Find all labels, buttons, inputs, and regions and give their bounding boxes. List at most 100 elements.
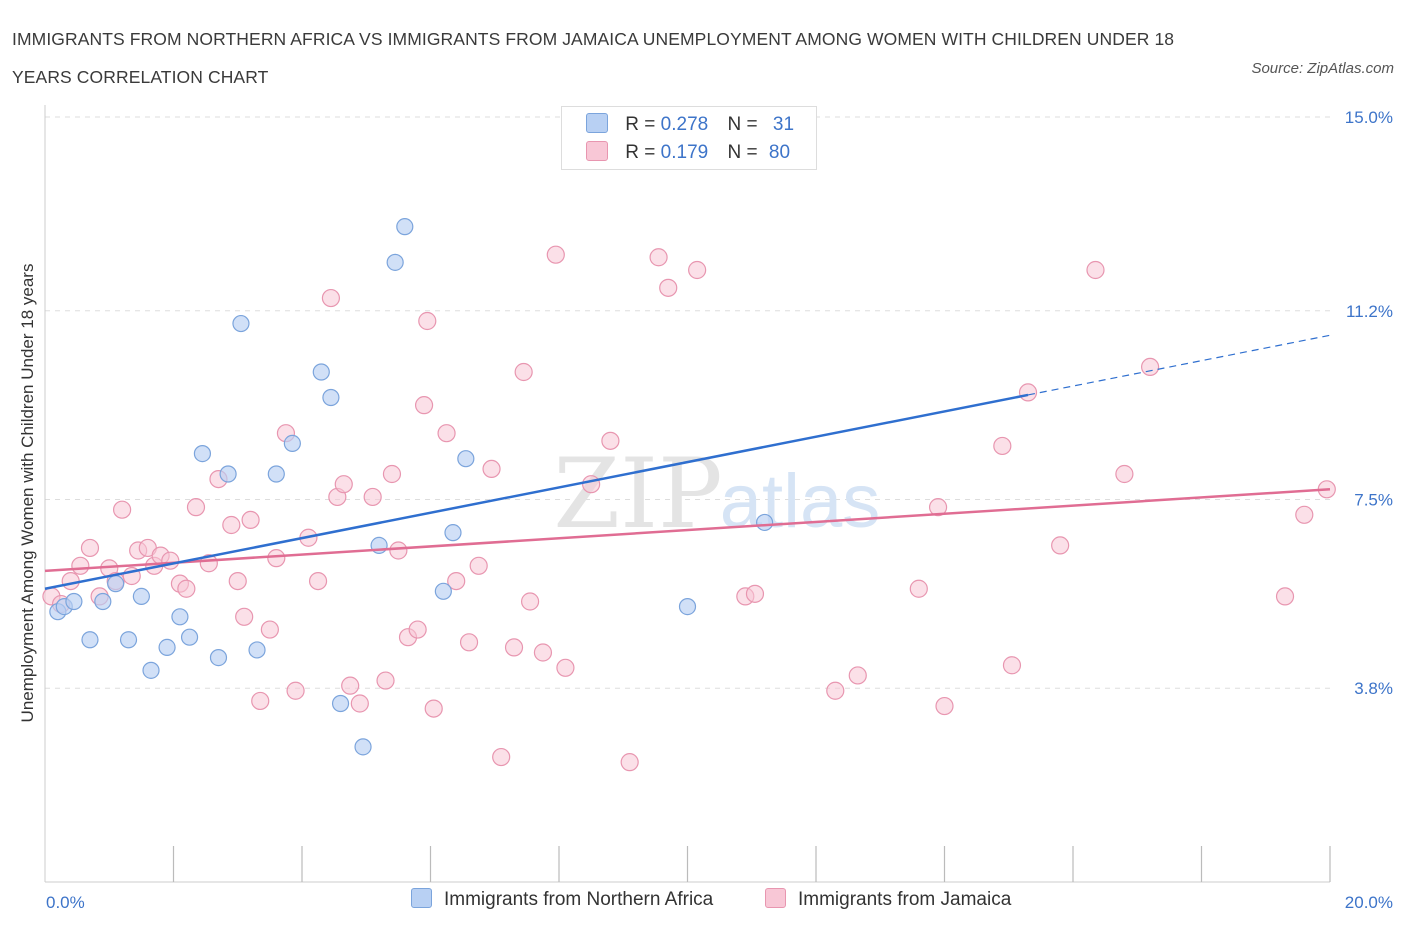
africa-point [158,638,176,657]
legend-row-africa: R = 0.278 N = 31 [586,113,794,135]
africa-n-label: N = [727,114,758,135]
jamaica-point [935,696,954,716]
jamaica-point [928,498,948,517]
jamaica-point [321,288,341,308]
africa-point [193,445,212,463]
jamaica-point [334,475,353,494]
jamaica-point [1115,464,1134,484]
jamaica-trend-line [44,488,1331,573]
legend-row-jamaica: R = 0.179 N = 80 [586,141,790,163]
jamaica-points [42,245,1336,772]
watermark-atlas: atlas [720,459,881,544]
legend-jamaica-label: Immigrants from Jamaica [798,889,1012,910]
legend-africa-swatch [411,888,432,908]
africa-n-value: 31 [772,114,795,135]
y-tick-label-2: 11.2% [1346,302,1393,321]
jamaica-point [492,747,511,767]
jamaica-point [260,620,279,639]
africa-point [755,513,774,532]
jamaica-point [161,551,180,570]
jamaica-point [1002,656,1022,675]
jamaica-point [408,620,427,639]
africa-point [283,434,301,452]
africa-point [81,631,99,649]
source-credit: Source: ZipAtlas.com [1251,60,1394,77]
africa-point [386,253,404,271]
africa-point [434,582,452,600]
africa-trend-line [44,393,1029,590]
jamaica-point [601,431,620,450]
jamaica-point [1086,260,1105,280]
jamaica-point [459,633,479,652]
africa-r-label: R = [625,114,656,135]
jamaica-point [688,260,707,280]
y-tick-label-0: 3.8% [1354,679,1393,698]
jamaica-point [71,556,90,575]
jamaica-swatch [586,141,608,161]
jamaica-n-label: N = [727,142,758,163]
tick-labels: 3.8% 7.5% 11.2% 15.0% 0.0% 20.0% [46,108,1393,912]
jamaica-point [826,681,845,700]
jamaica-point [556,658,575,677]
trend-lines [44,334,1331,590]
africa-point [209,648,228,667]
jamaica-point [1140,357,1160,376]
jamaica-point [1018,383,1038,402]
africa-point [248,641,266,659]
africa-point [322,388,340,407]
legend-africa-label: Immigrants from Northern Africa [444,889,714,910]
jamaica-point [533,643,553,662]
africa-point [444,524,462,542]
africa-point [132,587,150,606]
jamaica-point [1275,587,1295,606]
africa-point [331,694,350,713]
chart-title: IMMIGRANTS FROM NORTHERN AFRICA VS IMMIG… [12,29,1175,87]
jamaica-point [469,556,488,575]
stats-legend: R = 0.278 N = 31 R = 0.179 N = 80 [561,106,817,170]
africa-r-value: 0.278 [660,114,709,135]
jamaica-point [61,571,80,591]
legend-item-africa: Immigrants from Northern Africa [411,888,713,911]
jamaica-n-value: 80 [768,142,791,163]
jamaica-r-label: R = [625,142,656,163]
africa-swatch [586,113,608,133]
jamaica-point [546,245,565,264]
y-tick-label-1: 7.5% [1354,491,1393,510]
jamaica-point [447,571,466,591]
watermark-zip: ZIP [553,438,722,550]
jamaica-point [286,681,305,700]
jamaica-point [414,396,434,415]
jamaica-point [520,592,540,611]
jamaica-point [382,464,402,484]
jamaica-r-value: 0.179 [660,142,709,163]
jamaica-point [350,694,369,713]
jamaica-point [228,571,247,591]
jamaica-point [222,515,241,535]
africa-point [107,575,125,593]
x-tick-label-0: 0.0% [46,893,85,912]
jamaica-point [909,579,928,598]
jamaica-point [649,248,668,267]
jamaica-point [308,571,328,591]
legend-jamaica-swatch [765,888,786,908]
jamaica-point [1295,505,1314,524]
africa-point [396,218,414,236]
jamaica-point [376,671,395,690]
africa-trend-extension [1027,334,1331,396]
jamaica-point [620,753,639,772]
africa-point [142,661,160,679]
x-tick-label-1: 20.0% [1345,893,1393,912]
legend-item-jamaica: Immigrants from Jamaica [765,888,1011,911]
jamaica-point [848,666,867,685]
jamaica-point [267,549,286,568]
jamaica-point [424,699,443,718]
jamaica-point [504,638,524,657]
jamaica-point [582,475,601,494]
jamaica-point [177,579,196,598]
africa-point [65,592,83,611]
jamaica-point [241,510,260,530]
axes [44,105,1331,883]
jamaica-point [993,436,1012,456]
africa-point [267,465,285,483]
